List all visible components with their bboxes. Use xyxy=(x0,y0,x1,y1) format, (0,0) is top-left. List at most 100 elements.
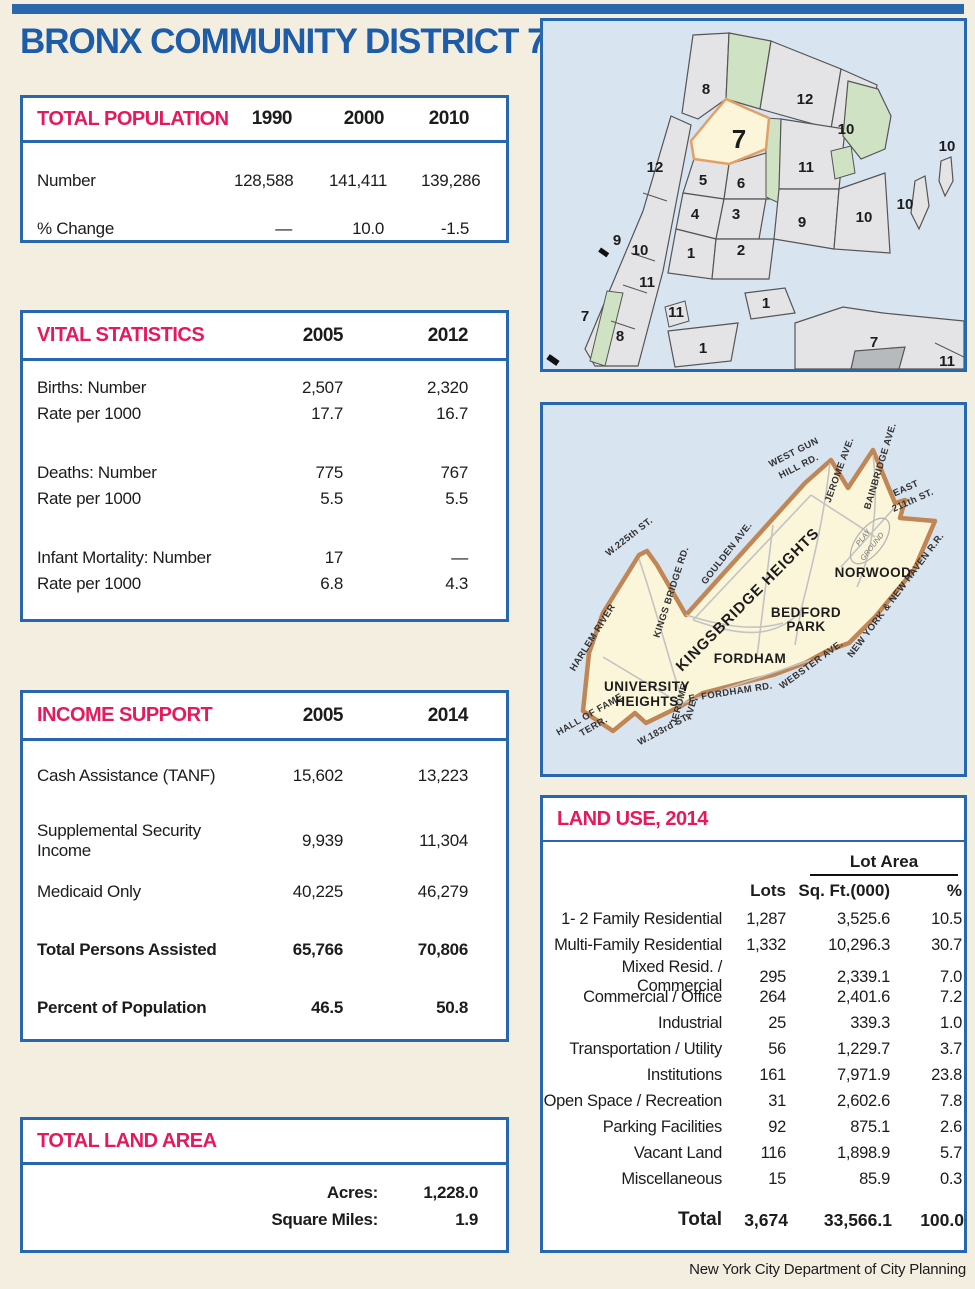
row-label: Vacant Land xyxy=(633,1143,722,1162)
row-label: Number xyxy=(37,171,96,190)
table-row: Medicaid Only 40,225 46,279 xyxy=(23,879,506,904)
cell-pct: 1.0 xyxy=(939,1013,962,1032)
income-support-header: INCOME SUPPORT 2005 2014 xyxy=(23,693,506,741)
central-park xyxy=(589,290,624,367)
table-row: % Change — 10.0 -1.5 xyxy=(23,205,506,253)
row-label: % Change xyxy=(37,219,114,238)
borough-map-svg: 8 12 7 12 5 6 11 10 4 3 9 10 1 2 9 10 11… xyxy=(543,21,964,369)
borough-locator-map: 8 12 7 12 5 6 11 10 4 3 9 10 1 2 9 10 11… xyxy=(540,18,967,372)
footer-credit: New York City Department of City Plannin… xyxy=(689,1261,966,1278)
cell-lots: 31 xyxy=(768,1091,786,1110)
cell-value: 5.5 xyxy=(320,489,343,508)
panel-title: LAND USE, 2014 xyxy=(557,807,708,830)
row-label: Multi-Family Residential xyxy=(554,935,722,954)
district-number: 10 xyxy=(856,209,873,226)
row-label: Births: Number xyxy=(37,378,147,397)
col-pct: % xyxy=(946,881,962,900)
cell-value: 17.7 xyxy=(311,404,343,423)
cell-lots: 295 xyxy=(759,967,786,986)
row-label: Open Space / Recreation xyxy=(543,1091,723,1110)
row-label: Rate per 1000 xyxy=(37,489,141,508)
panel-title: VITAL STATISTICS xyxy=(37,324,205,346)
income-support-body: Cash Assistance (TANF) 15,602 13,223 Sup… xyxy=(23,741,506,1020)
panel-title: TOTAL POPULATION xyxy=(37,107,229,130)
bronx-cd7-highlight xyxy=(689,97,771,166)
col-sqft: Sq. Ft.(000) xyxy=(798,881,890,900)
district-number: 12 xyxy=(647,159,664,176)
cell-lots: 1,287 xyxy=(746,909,786,928)
table-row: Supplemental Security Income 9,939 11,30… xyxy=(23,821,506,860)
cell-value: 65,766 xyxy=(292,939,344,959)
cell-lots: 1,332 xyxy=(746,935,786,954)
total-land-area-body: Acres: 1,228.0 Square Miles: 1.9 xyxy=(23,1165,506,1233)
table-row: Rate per 1000 17.7 16.7 xyxy=(23,401,506,427)
district-number: 9 xyxy=(798,214,806,231)
cell-value: 1.9 xyxy=(455,1209,478,1229)
table-row: Parking Facilities 92 875.1 2.6 xyxy=(543,1114,964,1140)
vital-statistics-panel: VITAL STATISTICS 2005 2012 Births: Numbe… xyxy=(20,310,509,622)
cell-lots: 161 xyxy=(759,1065,786,1084)
district-number: 3 xyxy=(732,206,740,223)
cell-value: 6.8 xyxy=(320,574,343,593)
row-label: Supplemental Security Income xyxy=(37,821,201,860)
total-land-area-header: TOTAL LAND AREA xyxy=(23,1120,506,1165)
total-label: Total xyxy=(678,1209,722,1230)
district-map-svg: PLAY GROUND W.225th ST. KINGS BRIDGE RD.… xyxy=(543,405,964,774)
cell-sqft: 2,602.6 xyxy=(837,1091,890,1110)
island-cd1 xyxy=(667,322,739,368)
bronx-cd6 xyxy=(723,152,770,200)
cell-value: 141,411 xyxy=(329,171,388,190)
cell-value: 70,806 xyxy=(417,939,469,959)
cell-sqft: 1,229.7 xyxy=(837,1039,890,1058)
table-row: Rate per 1000 6.8 4.3 xyxy=(23,571,506,597)
district-number: 8 xyxy=(616,328,624,345)
cell-lots: 116 xyxy=(760,1143,787,1162)
cell-value: 2,507 xyxy=(301,378,343,397)
land-use-rows: 1- 2 Family Residential 1,287 3,525.6 10… xyxy=(543,906,964,1235)
total-land-area-panel: TOTAL LAND AREA Acres: 1,228.0 Square Mi… xyxy=(20,1117,509,1253)
cell-sqft: 875.1 xyxy=(850,1117,890,1136)
cell-value: 15,602 xyxy=(292,765,344,785)
district-number: 10 xyxy=(897,196,914,213)
cell-sqft: 7,971.9 xyxy=(837,1065,890,1084)
cell-lots: 3,674 xyxy=(744,1209,788,1230)
district-number: 2 xyxy=(737,242,745,259)
infant-mortality-group: Infant Mortality: Number 17 — Rate per 1… xyxy=(23,545,506,597)
row-label: Rate per 1000 xyxy=(37,574,141,593)
row-label: Percent of Population xyxy=(37,997,207,1017)
col-2005: 2005 xyxy=(302,704,344,726)
cell-value: 11,304 xyxy=(419,831,468,850)
city-island xyxy=(910,175,930,231)
cell-sqft: 85.9 xyxy=(859,1169,890,1188)
cell-value: 139,286 xyxy=(421,171,481,190)
cell-pct: 7.2 xyxy=(939,987,962,1006)
births-group: Births: Number 2,507 2,320 Rate per 1000… xyxy=(23,375,506,427)
district-number: 11 xyxy=(668,304,684,321)
row-label: Deaths: Number xyxy=(37,463,157,482)
cell-value: 17 xyxy=(324,548,344,567)
district-number: 4 xyxy=(691,206,700,223)
cell-value: 16.7 xyxy=(436,404,468,423)
col-2010: 2010 xyxy=(428,108,470,129)
district-number-highlight: 7 xyxy=(732,124,746,154)
cell-sqft: 3,525.6 xyxy=(837,909,890,928)
table-row: 1- 2 Family Residential 1,287 3,525.6 10… xyxy=(543,906,964,932)
district-number: 12 xyxy=(797,91,814,108)
cell-pct: 30.7 xyxy=(931,935,962,954)
row-label: Institutions xyxy=(646,1065,723,1084)
table-row: Miscellaneous 15 85.9 0.3 xyxy=(543,1166,964,1192)
cell-value: 5.5 xyxy=(445,489,468,508)
total-population-panel: TOTAL POPULATION 1990 2000 2010 Number 1… xyxy=(20,95,509,243)
table-row: Births: Number 2,507 2,320 xyxy=(23,375,506,401)
cell-value: 775 xyxy=(315,463,344,482)
district-number: 9 xyxy=(613,232,621,249)
queens xyxy=(794,306,964,369)
district-number: 10 xyxy=(632,242,649,259)
land-use-header: LAND USE, 2014 xyxy=(543,798,964,842)
district-number: 10 xyxy=(939,138,956,155)
park-small xyxy=(830,145,856,180)
neighborhood-label: BEDFORD xyxy=(771,605,841,620)
row-label: Acres: xyxy=(326,1182,378,1202)
cell-lots: 264 xyxy=(759,987,786,1006)
row-label: Commercial / Office xyxy=(583,987,722,1006)
